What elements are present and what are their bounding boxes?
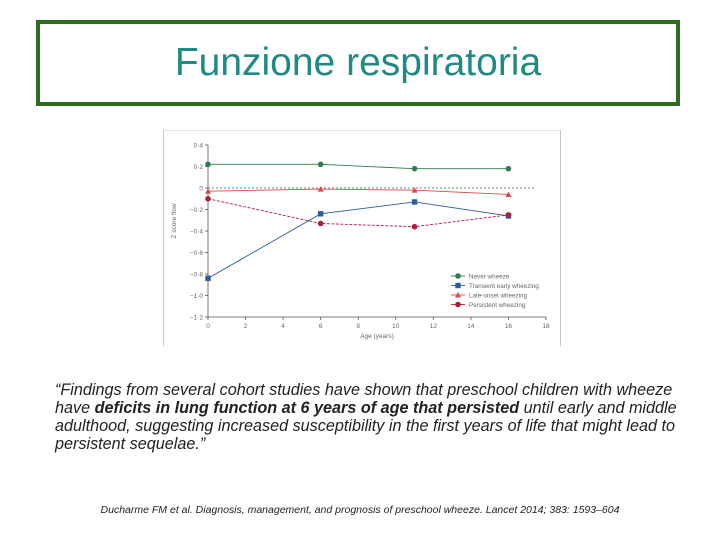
data-point <box>317 186 324 192</box>
x-tick-label: 16 <box>505 323 513 330</box>
y-tick-label: −1·2 <box>190 315 204 322</box>
x-tick-label: 6 <box>319 323 323 330</box>
citation: Ducharme FM et al. Diagnosis, management… <box>100 504 620 516</box>
y-tick-label: 0·4 <box>194 143 204 150</box>
y-tick-label: −0·6 <box>190 250 204 257</box>
data-point <box>505 191 512 197</box>
y-tick-label: −0·2 <box>190 207 204 214</box>
legend-marker <box>455 301 461 308</box>
data-point <box>411 223 418 230</box>
legend-label: Late-onset wheezing <box>469 292 528 299</box>
series-line <box>208 163 509 170</box>
series-line <box>207 201 509 279</box>
data-point <box>317 220 324 227</box>
quote-close: until early and middle adulthood, sugges… <box>55 399 677 453</box>
chart-container: 0·4 0·2 0 −0·2 −0·4 −0·6 −0·8 −1·0 −1·2 0 2 4 6 8 10 12… <box>163 130 561 346</box>
x-axis-label: Age (years) <box>360 333 394 340</box>
data-point <box>205 161 211 168</box>
data-point <box>317 211 324 217</box>
x-tick-label: 8 <box>356 323 360 330</box>
data-point <box>205 195 211 202</box>
series-line <box>207 188 509 195</box>
x-tick-label: 2 <box>244 323 248 330</box>
y-tick-label: 0·2 <box>194 164 204 171</box>
legend-marker <box>455 292 461 298</box>
legend-label: Persistent wheezing <box>469 302 526 309</box>
quote-open: “Findings from several cohort studies ha… <box>55 381 673 417</box>
legend-marker <box>455 282 461 289</box>
y-axis-label: Z score flow <box>171 203 178 238</box>
y-tick-label: −0·4 <box>190 229 204 236</box>
legend-marker <box>455 273 461 279</box>
quote-bold: deficits in lung function at 6 years of … <box>94 399 520 417</box>
data-point <box>505 165 512 172</box>
x-tick-label: 4 <box>281 323 285 330</box>
x-tick-label: 0 <box>206 323 210 330</box>
legend-label: Transient early wheezing <box>469 283 539 290</box>
line-chart: 0·40·20−0·2−0·4−0·6−0·8−1·0−1·20 2 4 6 8 10 12… <box>163 130 561 346</box>
legend-label: Never wheeze <box>469 273 510 280</box>
series-line <box>207 198 509 228</box>
x-tick-label: 14 <box>467 323 475 330</box>
data-point <box>205 275 211 281</box>
data-point <box>317 161 324 168</box>
y-tick-label: −0·8 <box>190 272 204 279</box>
y-tick-label: 0 <box>199 186 203 193</box>
data-point <box>505 212 512 218</box>
title-box: Funzione respiratoria <box>36 20 680 106</box>
x-tick-label: 18 <box>542 323 550 330</box>
data-point <box>411 199 418 205</box>
quote-text: “Findings from several cohort studies ha… <box>55 381 695 453</box>
x-tick-label: 12 <box>430 323 438 330</box>
data-point <box>411 165 418 172</box>
data-point <box>411 187 418 193</box>
data-point <box>205 188 211 194</box>
slide-title: Funzione respiratoria <box>174 41 542 84</box>
x-tick-label: 10 <box>392 323 400 330</box>
y-tick-label: −1·0 <box>190 293 204 300</box>
